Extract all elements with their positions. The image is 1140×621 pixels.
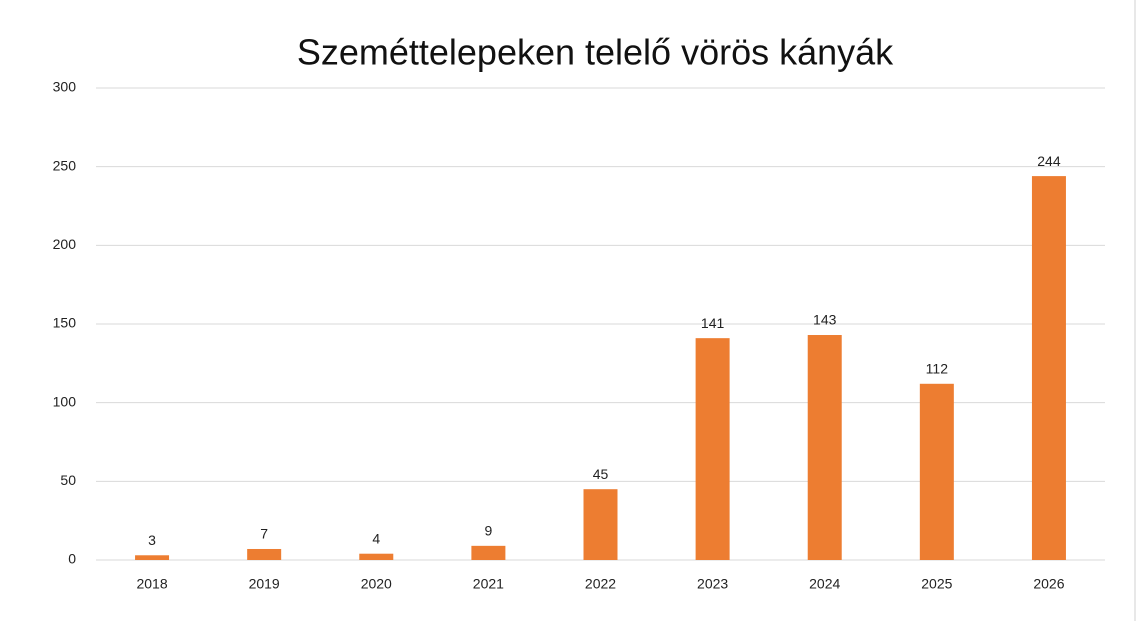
chart-title: Szeméttelepeken telelő vörös kányák — [297, 32, 894, 73]
y-tick-label: 150 — [53, 315, 77, 331]
x-tick-label: 2023 — [697, 576, 728, 592]
x-tick-label: 2024 — [809, 576, 840, 592]
x-tick-label: 2019 — [249, 576, 280, 592]
data-label: 4 — [372, 530, 380, 546]
x-tick-label: 2022 — [585, 576, 616, 592]
y-tick-label: 200 — [53, 236, 77, 252]
data-label: 9 — [484, 523, 492, 539]
data-label: 45 — [593, 466, 609, 482]
data-label: 143 — [813, 312, 837, 328]
bar — [919, 383, 954, 560]
bar — [359, 553, 394, 560]
y-tick-label: 0 — [68, 551, 76, 567]
bar — [247, 548, 282, 560]
x-tick-label: 2021 — [473, 576, 504, 592]
bar — [135, 555, 170, 560]
data-label: 112 — [926, 360, 949, 376]
y-tick-label: 300 — [53, 79, 77, 95]
y-tick-label: 50 — [60, 472, 76, 488]
data-label: 3 — [148, 532, 156, 548]
x-tick-label: 2020 — [361, 576, 392, 592]
bar — [471, 545, 506, 560]
data-label: 141 — [701, 315, 725, 331]
bar — [1031, 176, 1066, 560]
bar — [807, 335, 842, 560]
data-label: 7 — [260, 526, 268, 542]
x-tick-label: 2026 — [1033, 576, 1064, 592]
bar — [695, 338, 730, 560]
y-tick-label: 250 — [53, 157, 77, 173]
x-tick-label: 2025 — [921, 576, 952, 592]
y-tick-label: 100 — [53, 393, 77, 409]
bar — [583, 489, 618, 560]
data-label: 244 — [1037, 153, 1061, 169]
x-tick-label: 2018 — [136, 576, 167, 592]
